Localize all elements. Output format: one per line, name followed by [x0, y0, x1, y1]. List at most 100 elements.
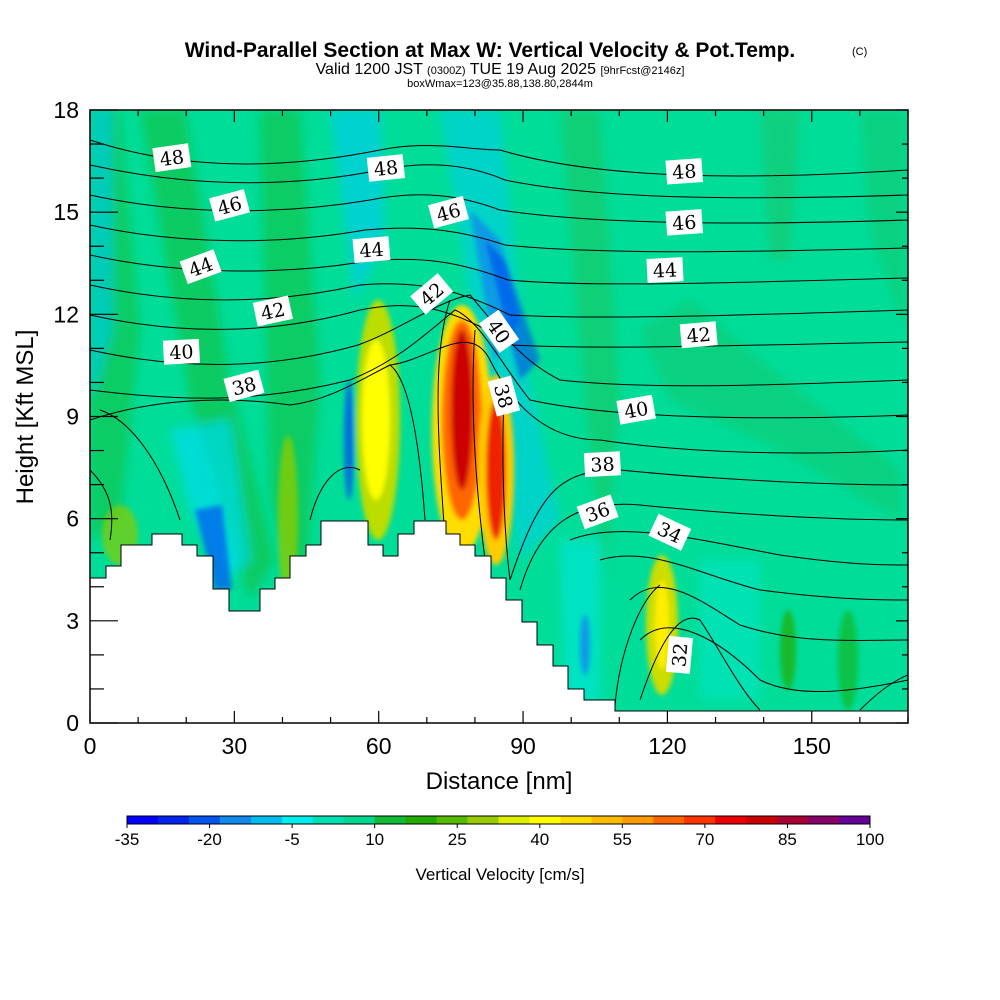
colorbar-swatch: [219, 816, 252, 824]
y-tick-label: 12: [53, 301, 79, 327]
contour-line: [639, 627, 908, 692]
colorbar-swatch: [188, 816, 221, 824]
colorbar-swatch: [343, 816, 376, 824]
colorbar-tick-label: -5: [285, 830, 300, 849]
band-updraft: [260, 110, 320, 600]
band-updraft: [640, 300, 900, 520]
x-tick-label: 150: [793, 733, 831, 759]
colorbar-swatch: [529, 816, 561, 824]
y-tick-label: 15: [53, 199, 79, 225]
x-axis-label: Distance [nm]: [426, 768, 573, 795]
contour-label-box: [223, 369, 265, 403]
contour-line: [502, 379, 908, 581]
colorbar-swatch: [374, 816, 407, 824]
colorbar-swatch: [839, 816, 871, 824]
band-updraft: [140, 110, 275, 600]
axes: 0 30 60 90 120 150 0 3 6 9 12 15 18: [53, 97, 909, 759]
contour-label: 44: [646, 257, 684, 283]
y-tick-label: 3: [66, 608, 79, 634]
contour-label-box: [366, 154, 406, 182]
contour-label-text: 32: [668, 642, 692, 668]
contour-label: 38: [583, 451, 622, 478]
contour-label: 44: [179, 249, 222, 285]
core-updraft: [451, 330, 473, 490]
contour-label-box: [648, 513, 692, 551]
contour-line: [599, 555, 908, 601]
contour-label: 48: [366, 154, 406, 182]
y-axis-label: Height [Kft MSL]: [12, 330, 39, 505]
contour-line: [90, 283, 908, 318]
colorbar-tick-label: -35: [115, 830, 140, 849]
colorbar: -35 -20 -5 10 25 40 55 70 85 100: [115, 815, 884, 849]
colorbar-swatch: [312, 816, 345, 824]
chart-subtitle-box: boxWmax=123@35.88,138.80,2844m: [407, 78, 593, 90]
contour-line: [90, 294, 908, 387]
colorbar-tick-label: -20: [197, 830, 222, 849]
contour-label-text: 48: [158, 146, 185, 171]
core-updraft: [655, 580, 669, 670]
contour-line: [859, 674, 908, 711]
contour-label-box: [252, 295, 293, 327]
colorbar-frame: [126, 815, 871, 825]
contour-label-box: [576, 494, 619, 530]
contour-label: 38: [223, 369, 265, 403]
field-cores: [102, 210, 858, 710]
colorbar-swatch: [653, 816, 685, 824]
contour-label: 40: [162, 338, 201, 365]
y-tick-label: 0: [66, 710, 79, 736]
contour-label: 34: [648, 513, 692, 551]
contour-label: 38: [487, 375, 521, 417]
core-updraft: [486, 400, 506, 540]
contour-label-box: [665, 158, 704, 185]
core-updraft: [838, 610, 858, 710]
core-downdraft: [485, 240, 540, 380]
core-downdraft: [344, 380, 354, 500]
colorbar-swatch: [498, 816, 530, 824]
x-tick-label: 120: [648, 733, 686, 759]
contour-label-box: [679, 321, 718, 349]
contour-label-box: [478, 309, 520, 353]
chart-title: Wind-Parallel Section at Max W: Vertical…: [185, 39, 796, 62]
colorbar-swatch: [560, 816, 592, 824]
contour-label-box: [665, 635, 693, 674]
colorbar-tick-label: 55: [613, 830, 632, 849]
contour-label: 44: [352, 236, 391, 264]
contour-line: [90, 469, 113, 541]
x-tick-label: 60: [366, 733, 392, 759]
contour-label-box: [487, 375, 521, 417]
subtitle-date: TUE 19 Aug 2025: [470, 61, 596, 78]
colorbar-swatch: [467, 816, 499, 824]
contour-label-text: 38: [590, 454, 615, 477]
colorbar-tick-label: 70: [695, 830, 714, 849]
colorbar-swatch: [808, 816, 840, 824]
contour-line: [90, 254, 908, 285]
colorbar-swatch: [250, 816, 283, 824]
contour-line: [90, 139, 908, 177]
band-downdraft: [90, 110, 112, 390]
y-tick-label: 6: [66, 506, 79, 532]
contour-line: [569, 531, 908, 566]
contour-label-box: [583, 451, 622, 478]
band-downdraft: [700, 560, 760, 700]
core-downdraft: [195, 505, 232, 590]
colorbar-swatch: [746, 816, 778, 824]
subtitle-utc: (0300Z): [427, 65, 466, 77]
x-tick-label: 0: [84, 733, 97, 759]
colorbar-tick-label: 100: [856, 830, 884, 849]
contour-line: [472, 329, 486, 561]
core-downdraft: [580, 615, 590, 675]
contour-label-box: [152, 143, 192, 173]
colorbar-swatch: [715, 816, 747, 824]
contour-label-box: [179, 249, 222, 285]
x-tick-label: 90: [510, 733, 536, 759]
colorbar-tick-label: 85: [778, 830, 797, 849]
colorbar-tick-label: 10: [365, 830, 384, 849]
contour-line: [614, 584, 661, 706]
contour-label: 40: [616, 394, 656, 425]
colorbar-tick-label: 25: [448, 830, 467, 849]
contour-label-box: [665, 209, 704, 236]
contour-label-text: 40: [622, 398, 650, 424]
contour-line: [639, 617, 761, 711]
contour-line: [309, 467, 361, 521]
